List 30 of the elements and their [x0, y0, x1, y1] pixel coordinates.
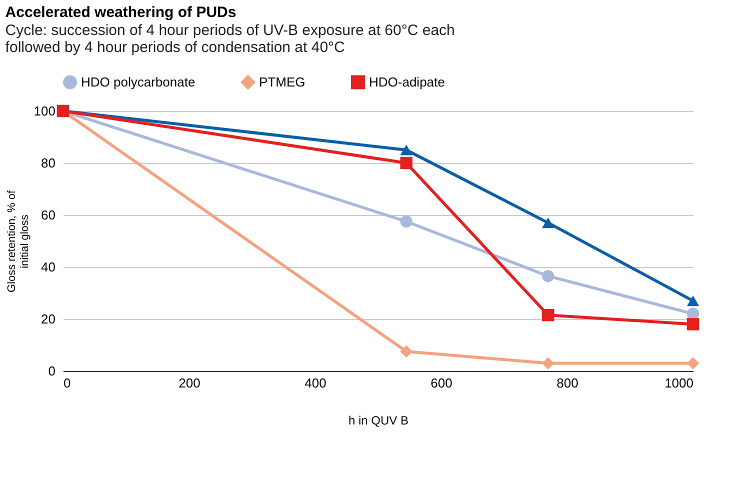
y-tick-label: 40 — [41, 260, 56, 274]
y-tick-label: 0 — [48, 364, 56, 378]
point — [400, 144, 412, 156]
point — [542, 308, 554, 322]
point — [542, 217, 554, 228]
point — [542, 270, 554, 282]
x-axis-title: h in QUV B — [348, 414, 409, 428]
point — [542, 357, 554, 370]
x-tick-label: 200 — [178, 376, 200, 390]
point — [686, 318, 700, 330]
point — [400, 215, 412, 228]
chart-title: Accelerated weathering of PUDs — [5, 4, 236, 21]
y-tick-label: 20 — [41, 312, 56, 326]
point — [400, 156, 412, 170]
x-tick-label: 800 — [556, 376, 578, 390]
point — [686, 357, 700, 370]
x-tick-label: 400 — [304, 376, 326, 390]
legend-label: HDO-adipate — [369, 74, 445, 90]
x-tick-label: 0 — [64, 376, 71, 390]
y-axis-title: Gloss retention, % of initial gloss — [6, 190, 31, 293]
x-tick-label: 1000 — [664, 376, 694, 390]
chart-subtitle: Cycle: succession of 4 hour periods of UV-B exposure at 60°C each followed by 4 hour periods of condensation at 40°C — [5, 22, 455, 56]
legend-label: HDO polycarbonate — [81, 74, 196, 90]
y-tick-label: 100 — [34, 104, 56, 118]
y-tick-label: 80 — [41, 156, 56, 170]
point — [400, 345, 412, 358]
y-tick-label: 60 — [41, 208, 56, 222]
x-tick-label: 600 — [430, 376, 452, 390]
legend-label: PTMEG — [259, 74, 306, 90]
point — [686, 295, 700, 306]
